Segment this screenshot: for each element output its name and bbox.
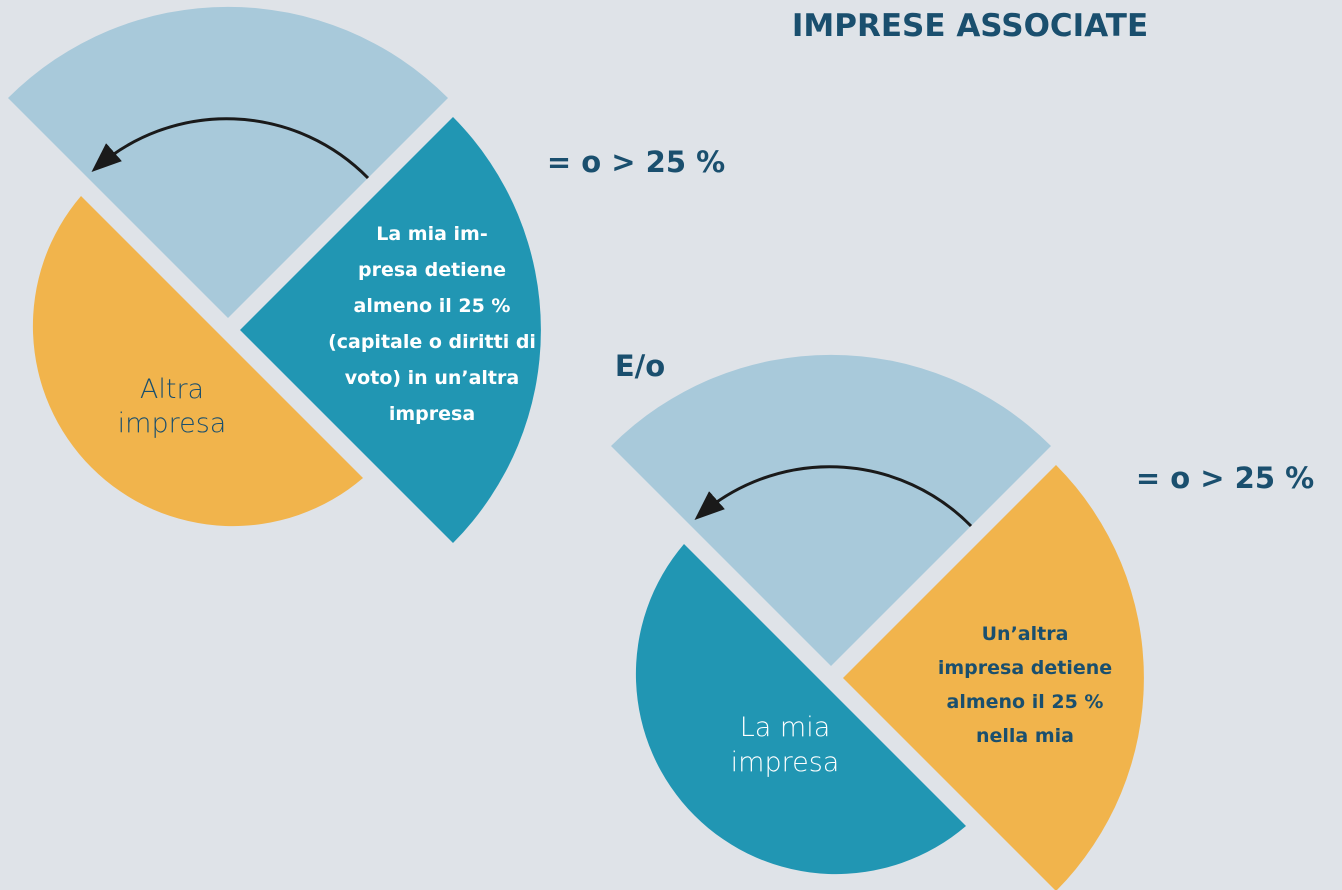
arrow <box>694 465 973 528</box>
wedge-right <box>240 117 541 543</box>
inner-label: almeno il 25 % <box>354 295 511 317</box>
connector: E/o <box>615 349 665 383</box>
diagram-1-shapes <box>8 6 541 543</box>
inner-label: impresa detiene <box>938 657 1112 679</box>
wedge-right <box>843 465 1144 890</box>
diagram-2-shapes <box>611 354 1144 890</box>
half-circle <box>635 544 966 875</box>
outer-label: impresa <box>118 408 227 439</box>
half-circle <box>32 196 364 527</box>
threshold: = o > 25 % <box>1136 461 1314 495</box>
inner-label: presa detiene <box>358 259 506 281</box>
arrow <box>91 117 370 180</box>
inner-label: impresa <box>389 403 475 425</box>
threshold: = o > 25 % <box>547 145 725 179</box>
title: IMPRESE ASSOCIATE <box>792 8 1148 44</box>
inner-label: almeno il 25 % <box>947 691 1104 713</box>
outer-label: La mia <box>740 712 831 743</box>
labels: La mia im-presa detiene almeno il 25 % (ca… <box>118 223 1112 778</box>
outer-label: impresa <box>731 747 840 778</box>
outer-label: Altra <box>140 374 204 405</box>
wedge-top <box>8 6 448 319</box>
inner-label: nella mia <box>976 725 1074 747</box>
inner-label: La mia im- <box>376 223 488 245</box>
wedge-top <box>611 354 1051 666</box>
inner-label: (capitale o diritti di <box>328 331 536 353</box>
inner-label: Un’altra <box>982 623 1069 645</box>
inner-label: voto) in un’altra <box>345 367 519 389</box>
